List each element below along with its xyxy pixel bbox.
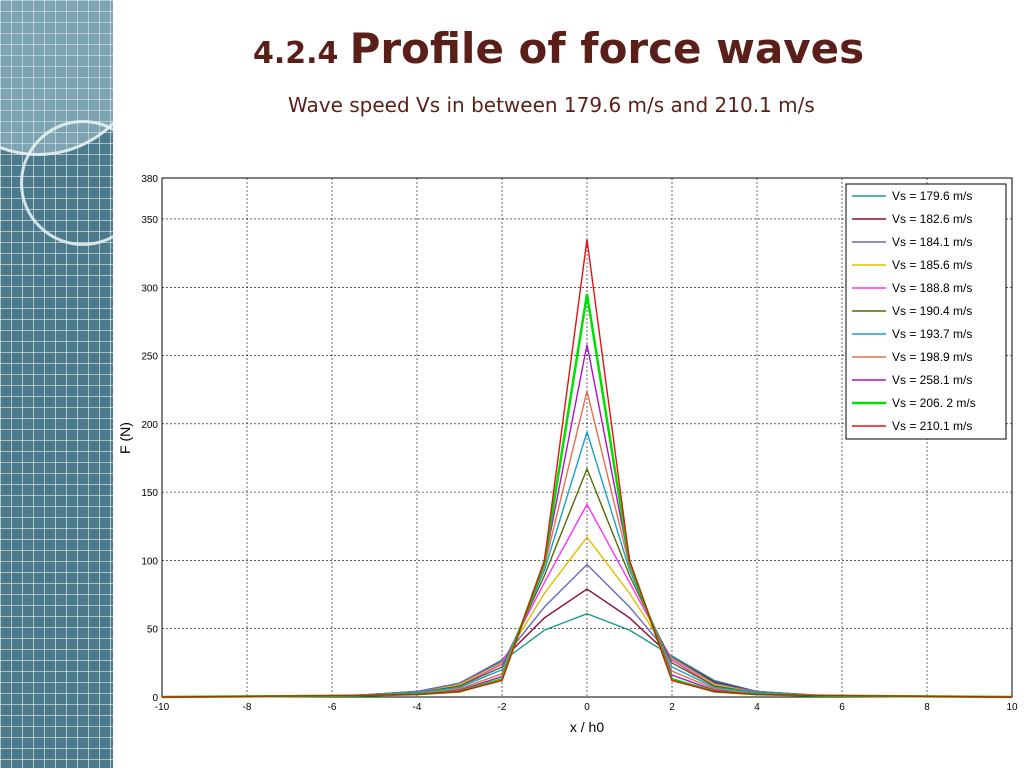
series-line-10 [161, 239, 1013, 698]
slide-title: 4.2.4 Profile of force waves [253, 28, 864, 70]
title-text: Profile of force waves [349, 24, 865, 73]
legend-entry: Vs = 193.7 m/s [892, 327, 972, 341]
decorative-sidebar [0, 0, 113, 768]
legend-entry: Vs = 198.9 m/s [892, 350, 972, 364]
legend-entry: Vs = 184.1 m/s [892, 235, 972, 249]
y-tick-label: 0 [152, 693, 158, 704]
legend-entry: Vs = 258.1 m/s [892, 373, 972, 387]
legend-entry: Vs = 210.1 m/s [892, 419, 972, 433]
x-tick-label: -2 [498, 702, 507, 713]
x-tick-label: 8 [924, 702, 930, 713]
force-profile-chart: -10 -8 -6 -4 -2 0 2 4 6 8 100501001502002503003503… [117, 174, 1018, 735]
x-tick-label: 10 [1006, 702, 1018, 713]
slide-subtitle: Wave speed Vs in between 179.6 m/s and 2… [288, 93, 815, 117]
x-tick-label: -6 [328, 702, 337, 713]
series-line-6 [161, 429, 1013, 698]
legend-entry: Vs = 188.8 m/s [892, 281, 972, 295]
title-block: 4.2.4 Profile of force waves [253, 28, 864, 70]
legend-entry: Vs = 190.4 m/s [892, 304, 972, 318]
y-axis-label: F (N) [117, 422, 133, 454]
y-tick-label: 380 [141, 174, 158, 185]
y-tick-label: 50 [147, 625, 159, 636]
y-tick-label: 250 [141, 352, 158, 363]
y-tick-label: 300 [141, 283, 158, 294]
x-tick-label: -4 [413, 702, 422, 713]
series-line-3 [161, 536, 1013, 698]
x-tick-label: -10 [155, 702, 170, 713]
legend-entry: Vs = 179.6 m/s [892, 189, 972, 203]
series-layer [161, 239, 1013, 699]
x-tick-label: 4 [754, 702, 760, 713]
legend-entry: Vs = 206. 2 m/s [892, 396, 976, 410]
x-tick-label: -8 [243, 702, 252, 713]
x-tick-label: 6 [839, 702, 845, 713]
series-line-4 [161, 502, 1013, 698]
x-tick-label: 0 [584, 702, 590, 713]
y-tick-label: 150 [141, 488, 158, 499]
x-tick-label: 2 [669, 702, 675, 713]
x-axis-label: x / h0 [570, 719, 604, 735]
legend-entry: Vs = 185.6 m/s [892, 258, 972, 272]
legend-entry: Vs = 182.6 m/s [892, 212, 972, 226]
plot-frame [161, 177, 1013, 698]
y-tick-label: 200 [141, 420, 158, 431]
ticks-layer: -10 -8 -6 -4 -2 0 2 4 6 8 100501001502002503003503… [141, 174, 1018, 713]
series-line-2 [161, 563, 1013, 698]
section-number: 4.2.4 [253, 36, 339, 71]
y-tick-label: 350 [141, 215, 158, 226]
legend: Vs = 179.6 m/s Vs = 182.6 m/s Vs = 184.1 m… [845, 183, 1007, 440]
y-tick-label: 100 [141, 556, 158, 567]
